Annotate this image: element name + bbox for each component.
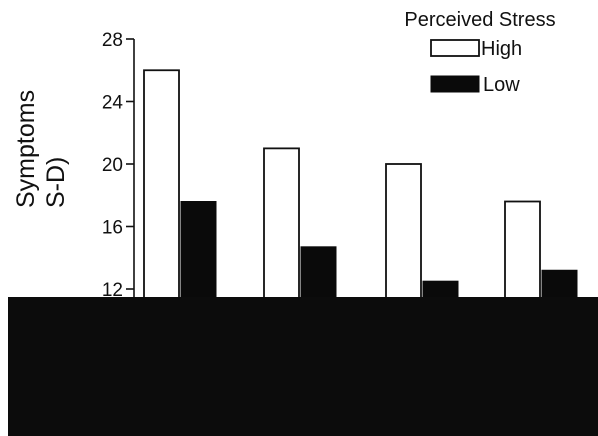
legend-label-low: Low bbox=[483, 74, 520, 96]
bars bbox=[143, 69, 578, 331]
y-tick-label-16: 16 bbox=[102, 218, 123, 239]
legend-swatch-low bbox=[430, 75, 480, 93]
legend-label-high: High bbox=[481, 38, 522, 60]
legend-title: Perceived Stress bbox=[404, 9, 555, 31]
y-tick-label-24: 24 bbox=[102, 93, 124, 114]
legend: Perceived Stress High Low bbox=[404, 9, 555, 96]
y-tick-label-12: 12 bbox=[102, 280, 123, 301]
y-tick-label-20: 20 bbox=[102, 155, 123, 176]
y-axis-label: Symptoms S-D) bbox=[12, 90, 70, 208]
y-axis-label-line-1: Symptoms bbox=[12, 90, 40, 208]
y-axis: 12 16 20 24 28 bbox=[102, 30, 135, 330]
occlusion-block bbox=[8, 297, 598, 436]
legend-swatch-high bbox=[430, 39, 480, 57]
y-tick-label-28: 28 bbox=[102, 30, 123, 51]
y-axis-label-line-2: S-D) bbox=[42, 157, 70, 208]
bar-high-1 bbox=[143, 69, 180, 331]
